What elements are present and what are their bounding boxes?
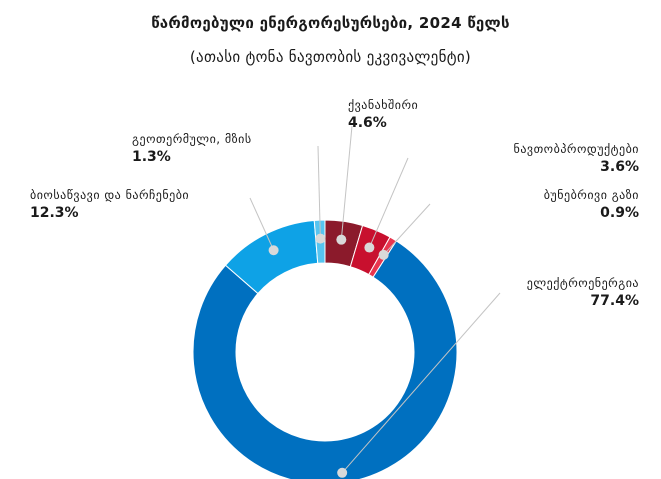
leader-coal — [340, 125, 353, 240]
label-geothermal-name: გეოთერმული, მზის — [132, 132, 252, 146]
label-coal: ქვანახშირი 4.6% — [348, 96, 418, 132]
dot-geothermal — [315, 233, 326, 244]
leader-oil-products — [368, 157, 409, 248]
chart-title: წარმოებული ენერგორესურსები, 2024 წელს — [151, 14, 510, 32]
label-natural-gas-value: 0.9% — [600, 205, 639, 221]
leader-electricity — [341, 292, 501, 474]
label-biofuels-name: ბიოსაწვავი და ნარჩენები — [30, 188, 190, 202]
label-geothermal: გეოთერმული, მზის 1.3% — [132, 130, 252, 166]
label-oil-products-value: 3.6% — [600, 159, 639, 175]
label-electricity-value: 77.4% — [590, 293, 639, 309]
label-coal-value: 4.6% — [348, 115, 387, 131]
dot-coal — [336, 234, 347, 245]
label-oil-products-name: ნავთობპროდუქტები — [513, 142, 639, 156]
slice-electricity — [192, 240, 458, 479]
label-oil-products: ნავთობპროდუქტები 3.6% — [514, 140, 639, 176]
dot-oil-products — [364, 242, 375, 253]
dot-electricity — [337, 467, 348, 478]
label-natural-gas-name: ბუნებრივი გაზი — [543, 188, 639, 202]
label-electricity: ელექტროენერგია 77.4% — [527, 274, 639, 310]
label-natural-gas: ბუნებრივი გაზი 0.9% — [544, 186, 639, 222]
leader-geothermal — [317, 145, 321, 239]
label-biofuels: ბიოსაწვავი და ნარჩენები 12.3% — [30, 186, 189, 222]
chart-subtitle: (ათასი ტონა ნავთობის ეკვივალენტი) — [189, 48, 472, 66]
leader-natural-gas — [383, 203, 431, 256]
label-electricity-name: ელექტროენერგია — [526, 276, 639, 290]
label-geothermal-value: 1.3% — [132, 149, 171, 165]
label-biofuels-value: 12.3% — [30, 205, 79, 221]
label-coal-name: ქვანახშირი — [348, 98, 419, 112]
leader-biofuels — [249, 197, 275, 251]
dot-biofuels — [268, 245, 279, 256]
dot-natural-gas — [378, 249, 389, 260]
